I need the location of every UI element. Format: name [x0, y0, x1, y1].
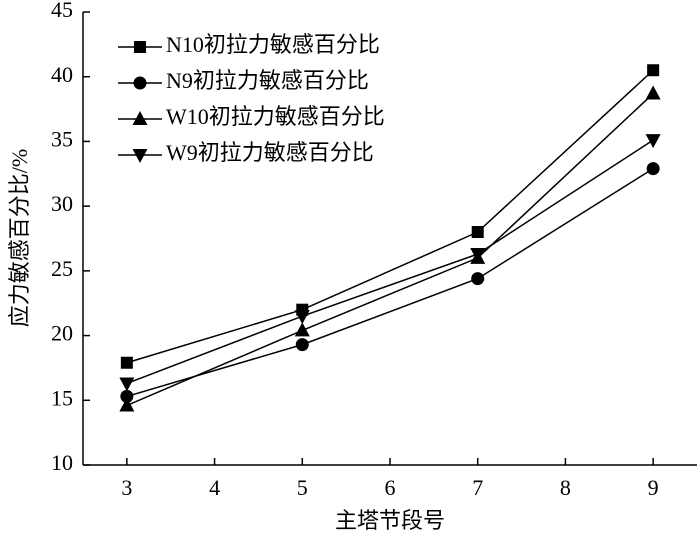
legend-label: N10初拉力敏感百分比: [166, 32, 380, 57]
marker: [645, 134, 661, 149]
x-tick-label: 6: [385, 475, 396, 500]
x-tick-label: 7: [472, 475, 483, 500]
marker: [294, 322, 310, 337]
y-tick-label: 45: [51, 0, 73, 22]
marker: [471, 226, 484, 239]
x-tick-label: 8: [560, 475, 571, 500]
marker: [471, 272, 485, 286]
y-tick-label: 40: [51, 62, 73, 87]
x-tick-label: 9: [648, 475, 659, 500]
y-tick-label: 30: [51, 191, 73, 216]
x-axis-label: 主塔节段号: [335, 508, 445, 533]
y-tick-label: 25: [51, 256, 73, 281]
x-tick-label: 4: [209, 475, 220, 500]
marker: [119, 397, 135, 412]
y-tick-label: 35: [51, 126, 73, 151]
marker: [132, 111, 148, 125]
series-line: [126, 92, 654, 407]
marker: [120, 389, 134, 403]
marker: [134, 41, 146, 53]
y-tick-label: 20: [51, 321, 73, 346]
y-tick-label: 15: [51, 385, 73, 410]
y-tick-label: 10: [51, 450, 73, 475]
y-axis-label: 应力敏感百分比/%: [7, 149, 32, 327]
marker: [646, 162, 660, 176]
marker: [119, 377, 135, 392]
marker: [470, 248, 486, 263]
series-line: [126, 69, 654, 364]
x-tick-label: 5: [297, 475, 308, 500]
marker: [647, 64, 660, 77]
series-line: [126, 167, 654, 398]
marker: [645, 85, 661, 100]
marker: [294, 310, 310, 325]
series-line: [126, 139, 654, 385]
marker: [133, 76, 147, 90]
x-tick-label: 3: [121, 475, 132, 500]
marker: [295, 338, 309, 352]
marker: [132, 149, 148, 163]
marker: [120, 356, 133, 369]
legend-label: W9初拉力敏感百分比: [166, 140, 374, 165]
legend-label: W10初拉力敏感百分比: [166, 104, 385, 129]
legend-label: N9初拉力敏感百分比: [166, 68, 369, 93]
